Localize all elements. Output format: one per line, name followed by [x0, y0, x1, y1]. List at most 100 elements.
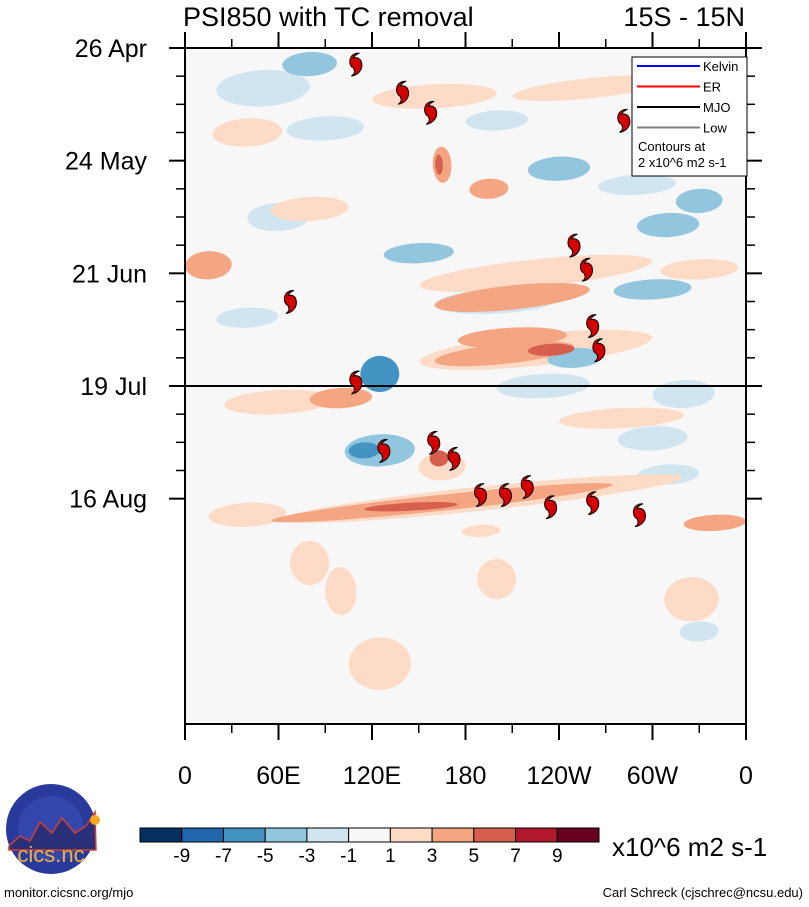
- colorbar-label: 9: [552, 846, 563, 867]
- positive-anomaly: [270, 196, 349, 222]
- colorbar-swatch: [389, 827, 433, 843]
- colorbar-swatch: [348, 827, 391, 843]
- negative-anomaly: [679, 621, 719, 642]
- cyclone-symbol: [427, 430, 441, 455]
- colorbar-label: 3: [427, 846, 438, 867]
- y-tick-label: 24 May: [65, 148, 147, 176]
- cyclone-symbol: [377, 438, 391, 463]
- colorbar-swatch: [222, 827, 266, 843]
- x-tick-label: 120E: [343, 762, 401, 790]
- tropical-cyclone-icon: [424, 100, 438, 125]
- y-tick-label: 16 Aug: [69, 486, 147, 514]
- chart-title: PSI850 with TC removal: [183, 2, 474, 32]
- y-tick-label: 26 Apr: [75, 35, 147, 63]
- sun-icon: [90, 815, 100, 825]
- tropical-cyclone-icon: [544, 495, 558, 520]
- cyclone-symbol: [396, 80, 410, 105]
- tropical-cyclone-icon: [632, 503, 646, 528]
- cyclone-symbol: [520, 475, 534, 500]
- cyclone-symbol: [349, 52, 363, 77]
- colorbar-label: -3: [298, 846, 315, 867]
- colorbar-label: -9: [173, 846, 190, 867]
- negative-anomaly: [675, 188, 723, 214]
- cyclone-symbol: [586, 491, 600, 516]
- positive-anomaly: [527, 343, 575, 356]
- tropical-cyclone-icon: [617, 108, 631, 133]
- positive-anomaly: [435, 154, 443, 175]
- positive-anomaly: [683, 514, 746, 531]
- colorbar-swatch: [306, 827, 350, 843]
- cyclone-symbol: [447, 446, 461, 471]
- tropical-cyclone-icon: [586, 314, 600, 339]
- x-tick-label: 60E: [256, 762, 300, 790]
- y-tick-label: 21 Jun: [72, 260, 147, 288]
- positive-anomaly: [325, 567, 357, 616]
- tropical-cyclone-icon: [396, 80, 410, 105]
- positive-anomaly: [419, 254, 652, 292]
- colorbar-swatch: [139, 827, 183, 843]
- cyclone-symbol: [473, 483, 488, 508]
- tropical-cyclone-icon: [579, 257, 593, 282]
- colorbar-swatch: [431, 827, 475, 843]
- colorbar-swatch: [515, 827, 558, 843]
- tropical-cyclone-icon: [567, 233, 581, 258]
- negative-anomaly: [360, 355, 400, 393]
- positive-anomaly: [348, 637, 411, 690]
- positive-anomaly: [208, 502, 287, 527]
- tropical-cyclone-icon: [349, 52, 363, 77]
- positive-anomaly: [469, 178, 509, 199]
- chart-latitude-band: 15S - 15N: [623, 2, 745, 32]
- negative-anomaly: [598, 174, 676, 196]
- x-tick-label: 0: [739, 762, 753, 790]
- cyclone-symbol: [349, 370, 363, 395]
- footer-author: Carl Schreck (cjschrec@ncsu.edu): [603, 885, 803, 900]
- footer-url: monitor.cicsnc.org/mjo: [4, 885, 133, 900]
- anomaly-field: [185, 51, 746, 690]
- positive-anomaly: [212, 118, 283, 147]
- cyclone-symbol: [586, 314, 600, 339]
- tc-markers: [283, 52, 646, 528]
- cyclone-symbol: [632, 503, 646, 528]
- colorbar-label: 1: [385, 846, 396, 867]
- tropical-cyclone-icon: [447, 446, 461, 471]
- negative-anomaly: [527, 156, 591, 181]
- negative-anomaly: [286, 116, 365, 141]
- negative-anomaly: [282, 51, 337, 77]
- positive-anomaly: [224, 389, 333, 415]
- positive-anomaly: [290, 540, 330, 586]
- legend-note-line1: Contours at: [638, 139, 706, 154]
- positive-anomaly: [559, 407, 684, 429]
- negative-anomaly: [617, 426, 688, 451]
- colorbar-swatch: [264, 827, 308, 843]
- x-axis: 0 60E 120E 180 120W 60W 0: [178, 32, 753, 790]
- tropical-cyclone-icon: [283, 290, 297, 314]
- colorbar-label: -7: [215, 846, 232, 867]
- positive-anomaly: [309, 387, 372, 409]
- colorbar-label: 5: [469, 846, 480, 867]
- positive-anomaly: [660, 259, 739, 280]
- legend-label-kelvin: Kelvin: [703, 59, 738, 74]
- cyclone-symbol: [567, 233, 581, 258]
- cyclone-symbol: [579, 257, 593, 282]
- positive-anomaly: [185, 251, 232, 280]
- legend: Kelvin ER MJO Low Contours at 2 x10^6 m2 s-…: [631, 56, 748, 177]
- tropical-cyclone-icon: [498, 483, 512, 508]
- cyclone-symbol: [592, 338, 606, 363]
- cyclone-symbol: [544, 495, 558, 520]
- tropical-cyclone-icon: [427, 430, 441, 455]
- cyclone-symbol: [283, 290, 297, 314]
- negative-anomaly: [636, 212, 700, 238]
- colorbar-label: -1: [340, 846, 357, 867]
- x-tick-label: 0: [178, 762, 192, 790]
- cyclone-symbol: [498, 483, 512, 508]
- negative-anomaly: [613, 279, 692, 300]
- cyclone-symbol: [424, 100, 438, 125]
- x-tick-label: 180: [445, 762, 487, 790]
- colorbar-label: -5: [257, 846, 274, 867]
- x-tick-label: 120W: [526, 762, 592, 790]
- positive-anomaly: [434, 282, 590, 312]
- tropical-cyclone-icon: [377, 438, 391, 463]
- positive-anomaly: [429, 450, 449, 467]
- tropical-cyclone-icon: [349, 370, 363, 395]
